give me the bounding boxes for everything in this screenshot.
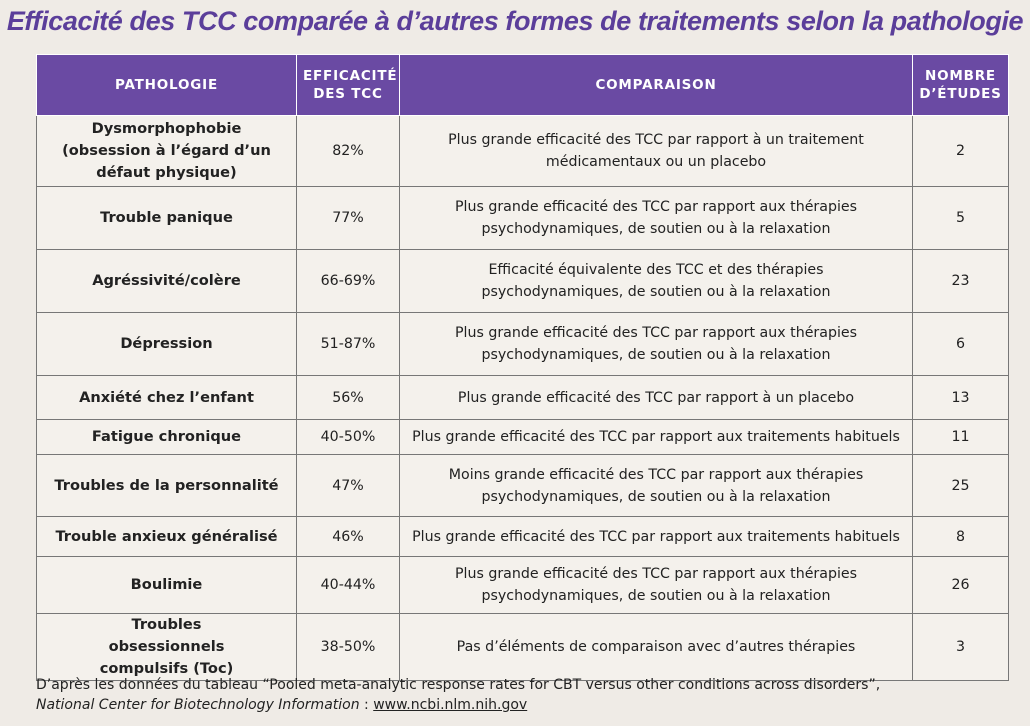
table-row: Fatigue chronique 40-50% Plus grande eff… xyxy=(36,419,1009,455)
cell-efficacite: 47% xyxy=(296,454,400,517)
cell-pathologie: Anxiété chez l’enfant xyxy=(36,375,297,420)
cell-pathologie: Trouble panique xyxy=(36,186,297,250)
cell-comparaison: Plus grande efficacité des TCC par rappo… xyxy=(399,312,913,376)
cell-efficacite: 40-44% xyxy=(296,556,400,614)
cell-comparaison: Efficacité équivalente des TCC et des th… xyxy=(399,249,913,313)
footer-line1: D’après les données du tableau “Pooled m… xyxy=(36,677,881,693)
cell-pathologie: Boulimie xyxy=(36,556,297,614)
table-row: Dépression 51-87% Plus grande efficacité… xyxy=(36,312,1009,376)
cell-comparaison: Plus grande efficacité des TCC par rappo… xyxy=(399,556,913,614)
footer-link[interactable]: www.ncbi.nlm.nih.gov xyxy=(373,697,528,713)
cell-efficacite: 82% xyxy=(296,115,400,187)
header-pathologie: PATHOLOGIE xyxy=(36,54,297,116)
cell-efficacite: 38-50% xyxy=(296,613,400,681)
footer-source: National Center for Biotechnology Inform… xyxy=(36,697,360,713)
cell-etudes: 6 xyxy=(912,312,1009,376)
table-row: Boulimie 40-44% Plus grande efficacité d… xyxy=(36,556,1009,614)
cell-efficacite: 77% xyxy=(296,186,400,250)
cell-pathologie: Dysmorphophobie (obsession à l’égard d’u… xyxy=(36,115,297,187)
cell-comparaison: Plus grande efficacité des TCC par rappo… xyxy=(399,419,913,455)
header-nombre-line2: D’ÉTUDES xyxy=(919,86,1002,102)
cell-efficacite: 40-50% xyxy=(296,419,400,455)
cell-pathologie: Dépression xyxy=(36,312,297,376)
table-row: Trouble panique 77% Plus grande efficaci… xyxy=(36,186,1009,250)
cell-etudes: 25 xyxy=(912,454,1009,517)
efficacy-table: PATHOLOGIE EFFICACITÉ DES TCC COMPARAISO… xyxy=(36,54,1009,681)
cell-comparaison: Plus grande efficacité des TCC par rappo… xyxy=(399,375,913,420)
source-footer: D’après les données du tableau “Pooled m… xyxy=(36,675,880,715)
cell-pathologie: Troubles de la personnalité xyxy=(36,454,297,517)
page-title: Efficacité des TCC comparée à d’autres f… xyxy=(6,6,1024,36)
cell-etudes: 5 xyxy=(912,186,1009,250)
cell-pathologie: Agréssivité/colère xyxy=(36,249,297,313)
cell-efficacite: 46% xyxy=(296,516,400,557)
cell-comparaison: Plus grande efficacité des TCC par rappo… xyxy=(399,516,913,557)
cell-pathologie: Trouble anxieux généralisé xyxy=(36,516,297,557)
cell-comparaison: Plus grande efficacité des TCC par rappo… xyxy=(399,186,913,250)
table-row: Troubles obsessionnels compulsifs (Toc) … xyxy=(36,613,1009,681)
table-row: Dysmorphophobie (obsession à l’égard d’u… xyxy=(36,115,1009,187)
footer-separator: : xyxy=(359,697,374,713)
cell-etudes: 3 xyxy=(912,613,1009,681)
cell-comparaison: Plus grande efficacité des TCC par rappo… xyxy=(399,115,913,187)
cell-etudes: 26 xyxy=(912,556,1009,614)
cell-comparaison: Pas d’éléments de comparaison avec d’aut… xyxy=(399,613,913,681)
cell-etudes: 2 xyxy=(912,115,1009,187)
cell-etudes: 8 xyxy=(912,516,1009,557)
header-efficacite-line2: DES TCC xyxy=(313,86,383,102)
table-header-row: PATHOLOGIE EFFICACITÉ DES TCC COMPARAISO… xyxy=(36,54,1009,116)
table-row: Trouble anxieux généralisé 46% Plus gran… xyxy=(36,516,1009,557)
header-efficacite: EFFICACITÉ DES TCC xyxy=(296,54,400,116)
header-nombre-etudes: NOMBRE D’ÉTUDES xyxy=(912,54,1009,116)
cell-etudes: 13 xyxy=(912,375,1009,420)
header-comparaison: COMPARAISON xyxy=(399,54,913,116)
header-nombre-line1: NOMBRE xyxy=(925,68,996,84)
cell-pathologie: Fatigue chronique xyxy=(36,419,297,455)
cell-comparaison: Moins grande efficacité des TCC par rapp… xyxy=(399,454,913,517)
cell-etudes: 23 xyxy=(912,249,1009,313)
cell-efficacite: 66-69% xyxy=(296,249,400,313)
cell-pathologie: Troubles obsessionnels compulsifs (Toc) xyxy=(36,613,297,681)
table-row: Troubles de la personnalité 47% Moins gr… xyxy=(36,454,1009,517)
cell-efficacite: 56% xyxy=(296,375,400,420)
footer-line2: National Center for Biotechnology Inform… xyxy=(36,695,880,715)
header-efficacite-line1: EFFICACITÉ xyxy=(303,68,398,84)
cell-etudes: 11 xyxy=(912,419,1009,455)
cell-efficacite: 51-87% xyxy=(296,312,400,376)
table-row: Anxiété chez l’enfant 56% Plus grande ef… xyxy=(36,375,1009,420)
table-row: Agréssivité/colère 66-69% Efficacité équ… xyxy=(36,249,1009,313)
